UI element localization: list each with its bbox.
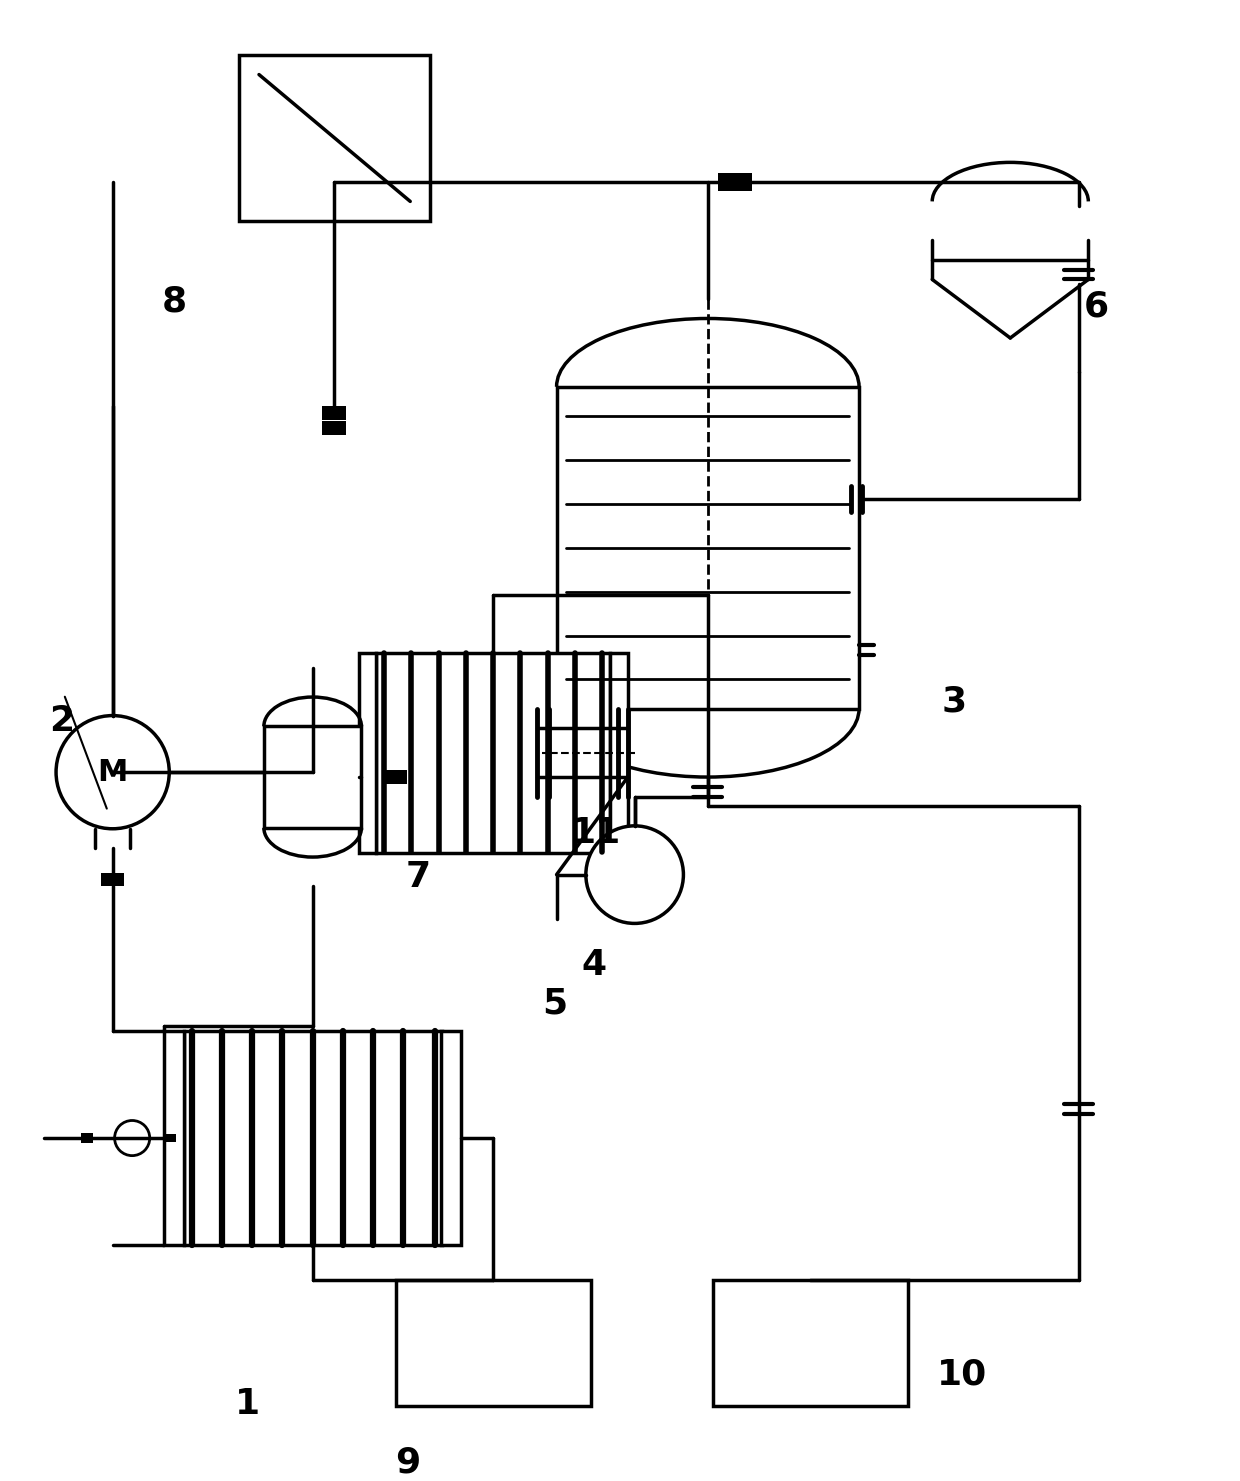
Bar bbox=[557, 387, 859, 709]
Bar bbox=[718, 173, 751, 191]
Text: 2: 2 bbox=[50, 703, 74, 738]
Text: 3: 3 bbox=[942, 684, 967, 718]
Bar bbox=[165, 1031, 184, 1246]
Circle shape bbox=[56, 715, 169, 829]
Bar bbox=[358, 653, 376, 853]
Text: 5: 5 bbox=[542, 986, 567, 1020]
Text: 4: 4 bbox=[582, 948, 606, 982]
Text: M: M bbox=[98, 758, 128, 786]
Text: 6: 6 bbox=[1084, 289, 1109, 323]
Bar bbox=[713, 1280, 908, 1407]
Text: 7: 7 bbox=[405, 860, 430, 895]
Circle shape bbox=[585, 826, 683, 924]
Text: 8: 8 bbox=[161, 284, 186, 318]
Bar bbox=[386, 770, 407, 783]
Bar bbox=[82, 1133, 93, 1143]
Text: 11: 11 bbox=[572, 816, 621, 850]
Bar bbox=[239, 55, 430, 221]
Bar bbox=[264, 726, 361, 828]
Text: 1: 1 bbox=[234, 1386, 259, 1420]
Bar bbox=[396, 1280, 590, 1407]
Bar bbox=[376, 653, 610, 853]
Bar bbox=[166, 1134, 176, 1142]
Bar bbox=[322, 421, 346, 434]
Bar bbox=[100, 872, 124, 886]
Bar bbox=[441, 1031, 461, 1246]
Text: 10: 10 bbox=[937, 1358, 987, 1392]
Bar bbox=[322, 406, 346, 421]
Bar bbox=[610, 653, 627, 853]
Text: 9: 9 bbox=[396, 1445, 420, 1480]
Circle shape bbox=[114, 1121, 150, 1155]
Bar bbox=[184, 1031, 443, 1246]
